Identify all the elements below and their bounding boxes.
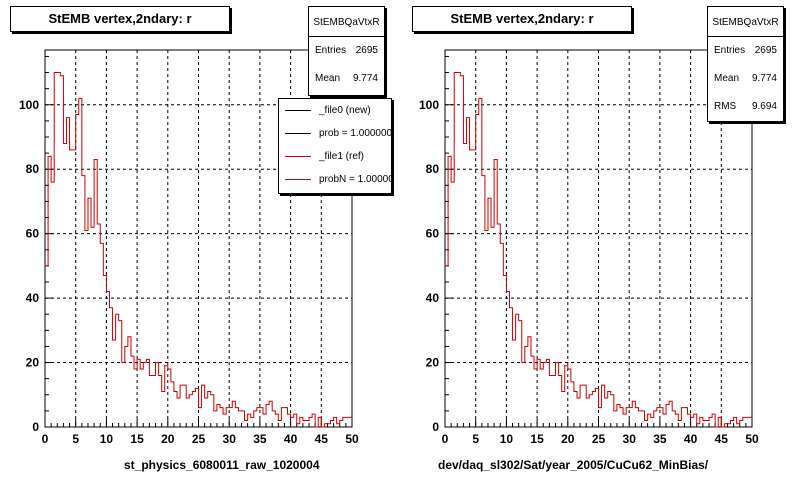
legend-swatch [285,179,311,180]
left-stats-mean-row: Mean 9.774 [309,65,384,93]
right-x-axis-label: dev/daq_sl302/Sat/year_2005/CuCu62_MinBi… [438,458,709,472]
right-x-tick-label: 5 [472,432,479,446]
legend-label: _file0 (new) [319,105,371,116]
right-title: StEMB vertex,2ndary: r [450,11,594,26]
left-y-tick-label: 20 [26,356,40,370]
legend-swatch [285,156,311,157]
left-legend: _file0 (new) prob = 1.000000 _file1 (ref… [278,98,392,194]
left-x-tick-label: 50 [345,432,359,446]
left-mean-label: Mean [315,73,341,84]
left-stats-box: StEMBQaVtxR Entries 2695 Mean 9.774 [308,6,385,96]
right-entries-label: Entries [714,45,746,56]
left-histogram-series [45,72,352,428]
left-x-tick-label: 15 [130,432,144,446]
left-title: StEMB vertex,2ndary: r [48,11,192,26]
right-title-box: StEMB vertex,2ndary: r [412,6,632,32]
legend-entry: probN = 1.000000 [279,168,391,191]
left-x-tick-label: 45 [315,432,329,446]
legend-entry: _file0 (new) [279,99,391,122]
left-y-tick-label: 0 [32,420,39,434]
left-x-tick-label: 20 [161,432,175,446]
left-y-tick-label: 80 [26,162,40,176]
right-stats-box: StEMBQaVtxR Entries 2695 Mean 9.774 RMS … [707,6,784,122]
left-x-tick-label: 40 [284,432,298,446]
right-x-tick-label: 30 [623,432,637,446]
left-x-tick-label: 25 [192,432,206,446]
right-y-tick-label: 60 [426,227,440,241]
right-x-tick-label: 50 [745,432,759,446]
right-x-tick-label: 0 [442,432,449,446]
left-x-tick-label: 5 [72,432,79,446]
right-x-tick-label: 25 [592,432,606,446]
right-x-tick-label: 15 [530,432,544,446]
right-x-tick-label: 35 [653,432,667,446]
right-mean-label: Mean [714,73,740,84]
right-y-tick-label: 20 [426,356,440,370]
right-y-tick-label: 0 [432,420,439,434]
legend-label: _file1 (ref) [319,151,365,162]
right-mean-value: 9.774 [751,73,777,84]
right-stats-entries-row: Entries 2695 [708,37,783,65]
left-entries-value: 2695 [355,45,378,56]
left-mean-value: 9.774 [352,73,378,84]
left-x-tick-label: 0 [42,432,49,446]
legend-entry: prob = 1.000000 [279,122,391,145]
legend-swatch [285,133,311,134]
right-rms-label: RMS [714,101,737,112]
right-stats-rms-row: RMS 9.694 [708,93,783,121]
left-entries-label: Entries [315,45,347,56]
right-histogram-series [445,72,752,428]
right-x-tick-label: 40 [684,432,698,446]
right-y-tick-label: 80 [426,162,440,176]
left-y-tick-label: 60 [26,227,40,241]
left-x-tick-label: 35 [253,432,267,446]
left-title-box: StEMB vertex,2ndary: r [10,6,230,32]
legend-swatch [285,110,311,111]
right-rms-value: 9.694 [751,101,777,112]
right-stats-name: StEMBQaVtxR [708,7,783,37]
right-y-tick-label: 100 [419,98,439,112]
right-x-tick-label: 45 [715,432,729,446]
right-stats-mean-row: Mean 9.774 [708,65,783,93]
left-x-tick-label: 10 [100,432,114,446]
legend-entry: _file1 (ref) [279,145,391,168]
left-stats-entries-row: Entries 2695 [309,37,384,65]
right-x-tick-label: 10 [500,432,514,446]
legend-label: probN = 1.000000 [319,174,391,185]
right-y-tick-label: 40 [426,291,440,305]
left-x-axis-label: st_physics_6080011_raw_1020004 [124,458,320,472]
left-stats-name: StEMBQaVtxR [309,7,384,37]
left-x-tick-label: 30 [223,432,237,446]
legend-label: prob = 1.000000 [319,128,391,139]
left-y-tick-label: 100 [19,98,39,112]
right-x-tick-label: 20 [561,432,575,446]
right-entries-value: 2695 [754,45,777,56]
left-y-tick-label: 40 [26,291,40,305]
